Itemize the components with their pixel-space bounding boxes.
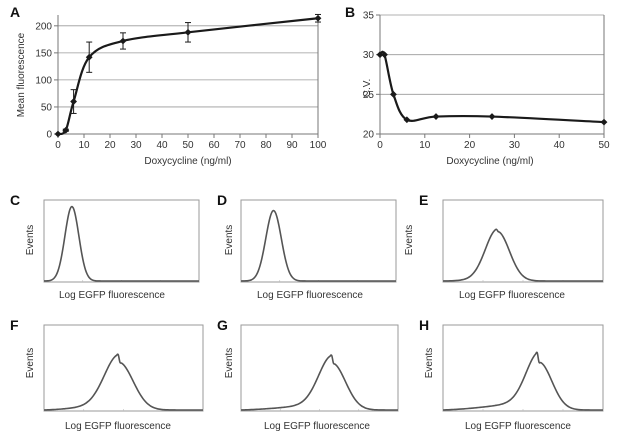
panel-letter-c: C	[10, 192, 20, 208]
panel-a-xlabel: Doxycycline (ng/ml)	[144, 156, 231, 167]
panel-letter-d: D	[217, 192, 227, 208]
panel-g-frame	[240, 324, 399, 412]
panel-d-frame	[240, 199, 397, 283]
panel-a-x-tick-label: 20	[104, 140, 116, 151]
panel-b-x-ticks: 0 10 20 30 40 50	[377, 134, 610, 151]
panel-h-frame	[442, 324, 604, 412]
panel-a-x-tick-label: 10	[78, 140, 90, 151]
panel-letter-f: F	[10, 317, 19, 333]
panel-a-x-tick-label: 90	[286, 140, 298, 151]
panel-g-xlabel: Log EGFP fluorescence	[264, 421, 370, 432]
panel-b-y-ticks: 20 25 30 35	[363, 11, 380, 141]
panel-b-markers	[376, 51, 608, 126]
panel-b-data-point	[390, 90, 397, 98]
panel-c-histogram-curve	[43, 205, 199, 282]
panel-b-x-tick-label: 30	[509, 140, 521, 151]
panel-b-data-point	[403, 116, 411, 124]
panel-b-line-chart: B C.V. Doxycycline (ng/ml) 0 10 20 30 40 50 2…	[345, 4, 610, 167]
panel-h-ylabel: Events	[424, 348, 435, 379]
panel-f-histogram-curve	[43, 353, 203, 411]
panel-a-data-point	[119, 37, 127, 45]
panel-a-x-tick-label: 50	[182, 140, 194, 151]
panel-e-frame	[442, 199, 604, 283]
panel-d-histogram: D Events Log EGFP fluorescence	[217, 192, 397, 301]
panel-h-xlabel: Log EGFP fluorescence	[465, 421, 571, 432]
panel-letter-g: G	[217, 317, 228, 333]
panel-b-x-tick-label: 20	[464, 140, 476, 151]
panel-e-histogram-curve	[442, 228, 603, 282]
panel-f-ylabel: Events	[25, 348, 36, 379]
panel-a-data-point	[54, 130, 62, 138]
panel-a-ylabel: Mean fluorescence	[16, 32, 27, 117]
panel-c-xlabel: Log EGFP fluorescence	[59, 290, 165, 301]
panel-b-xlabel: Doxycycline (ng/ml)	[446, 156, 533, 167]
panel-a-y-tick-label: 200	[35, 21, 52, 32]
panel-a-data-point	[85, 53, 93, 61]
panel-b-data-point	[376, 51, 384, 59]
panel-a-data-point	[314, 14, 322, 22]
panel-a-x-tick-label: 100	[310, 140, 327, 151]
panel-a-y-tick-label: 50	[41, 102, 53, 113]
panel-f-frame	[43, 324, 204, 412]
panel-b-series-line	[378, 50, 605, 124]
panel-a-x-tick-label: 0	[55, 140, 61, 151]
panel-b-gridlines	[380, 14, 604, 95]
panel-c-ylabel: Events	[25, 225, 36, 256]
panel-b-y-tick-label: 20	[363, 130, 375, 141]
panel-e-ylabel: Events	[404, 225, 415, 256]
panel-f-xlabel: Log EGFP fluorescence	[65, 421, 171, 432]
panel-b-x-tick-label: 10	[419, 140, 431, 151]
panel-a-data-point	[184, 28, 192, 36]
panel-b-data-point	[488, 113, 496, 120]
panel-a-line-chart: A Mean fluorescence Doxycycline (ng/ml) …	[10, 4, 327, 167]
panel-e-xlabel: Log EGFP fluorescence	[459, 290, 565, 301]
panel-g-histogram-curve	[240, 354, 398, 411]
panel-b-x-tick-label: 50	[598, 140, 610, 151]
panel-g-histogram: G Events Log EGFP fluorescence	[217, 317, 399, 432]
panel-b-ylabel: C.V.	[362, 79, 373, 98]
panel-b-y-tick-label: 35	[363, 11, 375, 22]
panel-b-x-tick-label: 0	[377, 140, 383, 151]
panel-b-x-tick-label: 40	[554, 140, 566, 151]
panel-a-data-point	[70, 98, 77, 105]
panel-a-y-tick-label: 150	[35, 48, 52, 59]
panel-b-data-point	[600, 118, 608, 126]
panel-letter-b: B	[345, 4, 355, 20]
panel-e-histogram: E Events Log EGFP fluorescence	[404, 192, 604, 301]
panel-b-data-point	[381, 51, 388, 59]
panel-d-ylabel: Events	[224, 225, 235, 256]
panel-c-frame	[43, 199, 200, 283]
panel-g-ylabel: Events	[224, 348, 235, 379]
panel-a-x-tick-label: 40	[156, 140, 168, 151]
panel-a-x-tick-label: 80	[260, 140, 272, 151]
panel-letter-a: A	[10, 4, 20, 20]
panel-a-markers	[54, 14, 322, 138]
panel-letter-h: H	[419, 317, 429, 333]
panel-a-y-ticks: 0 50 100 150 200	[35, 21, 58, 141]
panel-a-x-ticks: 0 10 20 30 40 50 60 70 80 90 100	[55, 134, 327, 151]
panel-a-y-tick-label: 0	[46, 130, 52, 141]
panel-b-data-point	[432, 113, 440, 120]
panel-a-x-tick-label: 70	[234, 140, 246, 151]
panel-h-histogram: H Events Log EGFP fluorescence	[419, 317, 604, 432]
panel-letter-e: E	[419, 192, 428, 208]
panel-a-x-tick-label: 60	[208, 140, 220, 151]
panel-d-histogram-curve	[240, 209, 396, 282]
panel-f-histogram: F Events Log EGFP fluorescence	[10, 317, 204, 432]
panel-a-x-tick-label: 30	[130, 140, 142, 151]
panel-a-y-tick-label: 100	[35, 75, 52, 86]
panel-c-histogram: C Events Log EGFP fluorescence	[10, 192, 200, 301]
panel-b-y-tick-label: 25	[363, 90, 375, 101]
panel-a-data-point	[62, 126, 70, 134]
panel-h-histogram-curve	[442, 351, 603, 411]
panel-d-xlabel: Log EGFP fluorescence	[257, 290, 363, 301]
panel-b-axes	[379, 15, 605, 135]
panel-b-y-tick-label: 30	[363, 50, 375, 61]
